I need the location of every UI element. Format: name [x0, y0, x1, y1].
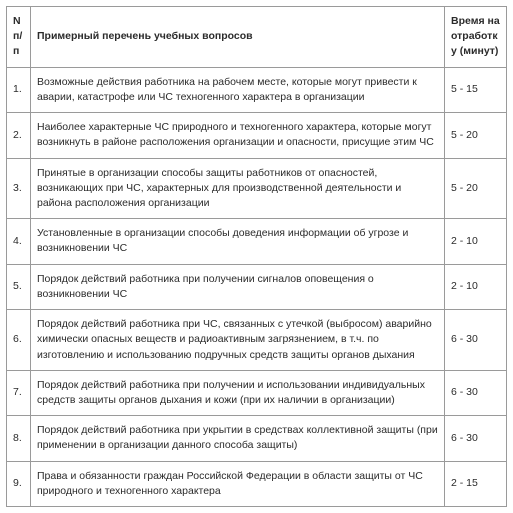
cell-question: Порядок действий работника при укрытии в…	[31, 416, 445, 461]
cell-time: 2 - 10	[445, 264, 507, 309]
cell-num: 3.	[7, 158, 31, 219]
cell-num: 1.	[7, 67, 31, 112]
cell-num: 2.	[7, 113, 31, 158]
cell-time: 2 - 10	[445, 219, 507, 264]
cell-time: 6 - 30	[445, 416, 507, 461]
cell-time: 6 - 30	[445, 370, 507, 415]
cell-time: 5 - 20	[445, 158, 507, 219]
cell-num: 5.	[7, 264, 31, 309]
table-row: 4. Установленные в организации способы д…	[7, 219, 507, 264]
questions-table: N п/п Примерный перечень учебных вопросо…	[6, 6, 507, 507]
table-header-row: N п/п Примерный перечень учебных вопросо…	[7, 7, 507, 68]
cell-time: 2 - 15	[445, 461, 507, 506]
table-row: 6. Порядок действий работника при ЧС, св…	[7, 310, 507, 371]
cell-question: Порядок действий работника при получении…	[31, 370, 445, 415]
cell-question: Принятые в организации способы защиты ра…	[31, 158, 445, 219]
cell-time: 5 - 20	[445, 113, 507, 158]
cell-num: 7.	[7, 370, 31, 415]
table-row: 2. Наиболее характерные ЧС природного и …	[7, 113, 507, 158]
cell-question: Порядок действий работника при ЧС, связа…	[31, 310, 445, 371]
cell-question: Наиболее характерные ЧС природного и тех…	[31, 113, 445, 158]
table-row: 7. Порядок действий работника при получе…	[7, 370, 507, 415]
header-num: N п/п	[7, 7, 31, 68]
cell-time: 5 - 15	[445, 67, 507, 112]
cell-question: Права и обязанности граждан Российской Ф…	[31, 461, 445, 506]
cell-num: 6.	[7, 310, 31, 371]
table-row: 8. Порядок действий работника при укрыти…	[7, 416, 507, 461]
table-row: 5. Порядок действий работника при получе…	[7, 264, 507, 309]
cell-num: 4.	[7, 219, 31, 264]
header-question: Примерный перечень учебных вопросов	[31, 7, 445, 68]
table-row: 3. Принятые в организации способы защиты…	[7, 158, 507, 219]
table-row: 9. Права и обязанности граждан Российско…	[7, 461, 507, 506]
cell-question: Порядок действий работника при получении…	[31, 264, 445, 309]
cell-question: Установленные в организации способы дове…	[31, 219, 445, 264]
table-row: 1. Возможные действия работника на рабоч…	[7, 67, 507, 112]
cell-num: 9.	[7, 461, 31, 506]
table-body: 1. Возможные действия работника на рабоч…	[7, 67, 507, 506]
cell-num: 8.	[7, 416, 31, 461]
cell-question: Возможные действия работника на рабочем …	[31, 67, 445, 112]
header-time: Время на отработку (минут)	[445, 7, 507, 68]
cell-time: 6 - 30	[445, 310, 507, 371]
